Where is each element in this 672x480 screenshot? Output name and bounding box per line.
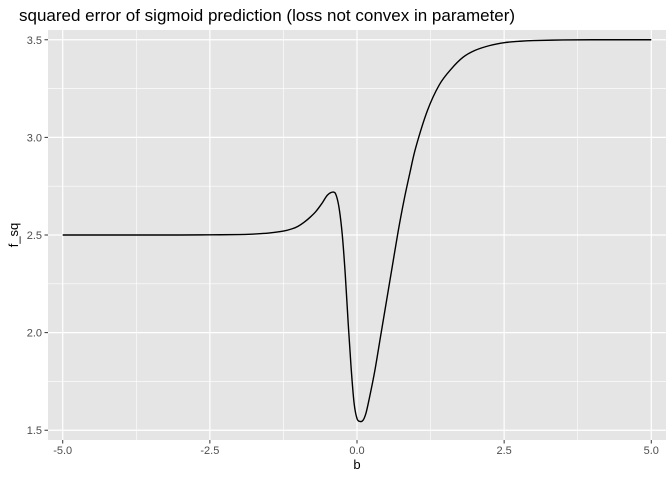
y-tick-label: 3.5 (27, 35, 42, 47)
x-tick-label: 2.5 (496, 445, 511, 457)
x-tick-label: 0.0 (349, 445, 364, 457)
y-tick-label: 2.0 (27, 328, 42, 340)
y-tick-label: 2.5 (27, 230, 42, 242)
series-line-f-sq (62, 39, 652, 423)
x-axis: -5.0 -2.5 0.0 2.5 5.0 (53, 440, 659, 457)
y-axis-title: f_sq (6, 223, 21, 248)
x-axis-title: b (353, 457, 360, 472)
y-axis: 1.5 2.0 2.5 3.0 3.5 (27, 35, 48, 437)
y-tick-label: 3.0 (27, 132, 42, 144)
x-tick-label: -5.0 (53, 445, 72, 457)
y-tick-label: 1.5 (27, 425, 42, 437)
x-tick-label: -2.5 (200, 445, 219, 457)
chart-title: squared error of sigmoid prediction (los… (19, 6, 515, 25)
x-tick-label: 5.0 (644, 445, 659, 457)
